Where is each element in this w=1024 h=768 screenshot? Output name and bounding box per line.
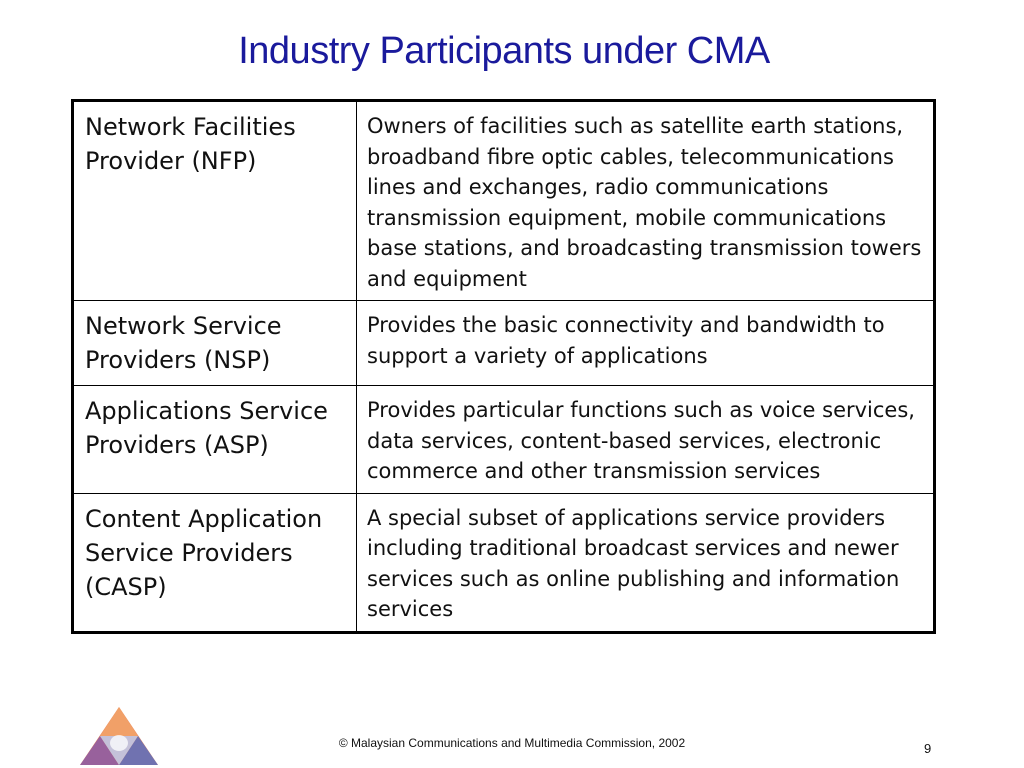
role-cell: Network Service Providers (NSP): [72, 300, 357, 386]
description-cell: Owners of facilities such as satellite e…: [356, 100, 935, 301]
description-cell: A special subset of applications service…: [356, 492, 935, 633]
role-cell: Content Application Service Providers (C…: [72, 492, 357, 633]
copyright-footer: © Malaysian Communications and Multimedi…: [338, 736, 686, 750]
role-cell: Network Facilities Provider (NFP): [72, 100, 357, 301]
description-cell: Provides particular functions such as vo…: [356, 385, 935, 494]
table-row: Network Facilities Provider (NFP) Owners…: [72, 100, 935, 301]
slide-title: Industry Participants under CMA: [238, 30, 770, 72]
table-row: Applications Service Providers (ASP) Pro…: [72, 385, 935, 494]
participants-table: Network Facilities Provider (NFP) Owners…: [71, 99, 936, 634]
page-number: 9: [924, 741, 932, 756]
role-cell: Applications Service Providers (ASP): [72, 385, 357, 494]
description-cell: Provides the basic connectivity and band…: [356, 300, 935, 386]
mcmc-triangle-logo-icon: [80, 707, 158, 765]
table-row: Network Service Providers (NSP) Provides…: [72, 300, 935, 386]
table-row: Content Application Service Providers (C…: [72, 492, 935, 633]
